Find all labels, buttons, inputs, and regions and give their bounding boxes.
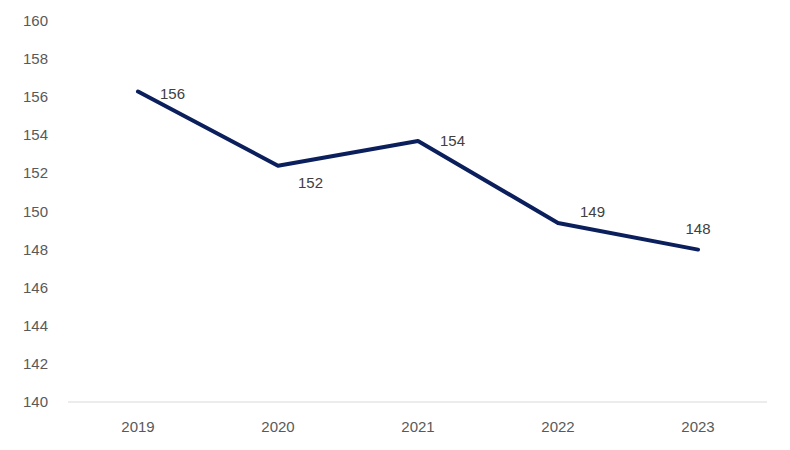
- x-axis-line: [68, 402, 767, 403]
- chart: 140 142 144 146 148 150 152 154 156 158 160 2019 202…: [0, 0, 790, 450]
- x-tick-label: 2019: [121, 418, 154, 435]
- y-tick-label: 152: [23, 164, 48, 181]
- y-tick-label: 154: [23, 126, 48, 143]
- data-label: 148: [685, 220, 710, 237]
- data-label: 152: [298, 174, 323, 191]
- y-tick-label: 148: [23, 241, 48, 258]
- data-line: [138, 91, 698, 249]
- x-tick-label: 2021: [401, 418, 434, 435]
- y-tick-label: 150: [23, 203, 48, 220]
- series-group: [138, 91, 698, 249]
- y-tick-label: 142: [23, 355, 48, 372]
- data-label: 149: [580, 203, 605, 220]
- x-tick-label: 2020: [261, 418, 294, 435]
- y-tick-label: 160: [23, 12, 48, 29]
- x-tick-label: 2022: [541, 418, 574, 435]
- y-tick-label: 156: [23, 88, 48, 105]
- y-tick-label: 140: [23, 393, 48, 410]
- y-tick-label: 146: [23, 279, 48, 296]
- data-label: 154: [440, 132, 465, 149]
- y-tick-label: 144: [23, 317, 48, 334]
- y-tick-label: 158: [23, 50, 48, 67]
- data-label: 156: [160, 85, 185, 102]
- x-tick-label: 2023: [681, 418, 714, 435]
